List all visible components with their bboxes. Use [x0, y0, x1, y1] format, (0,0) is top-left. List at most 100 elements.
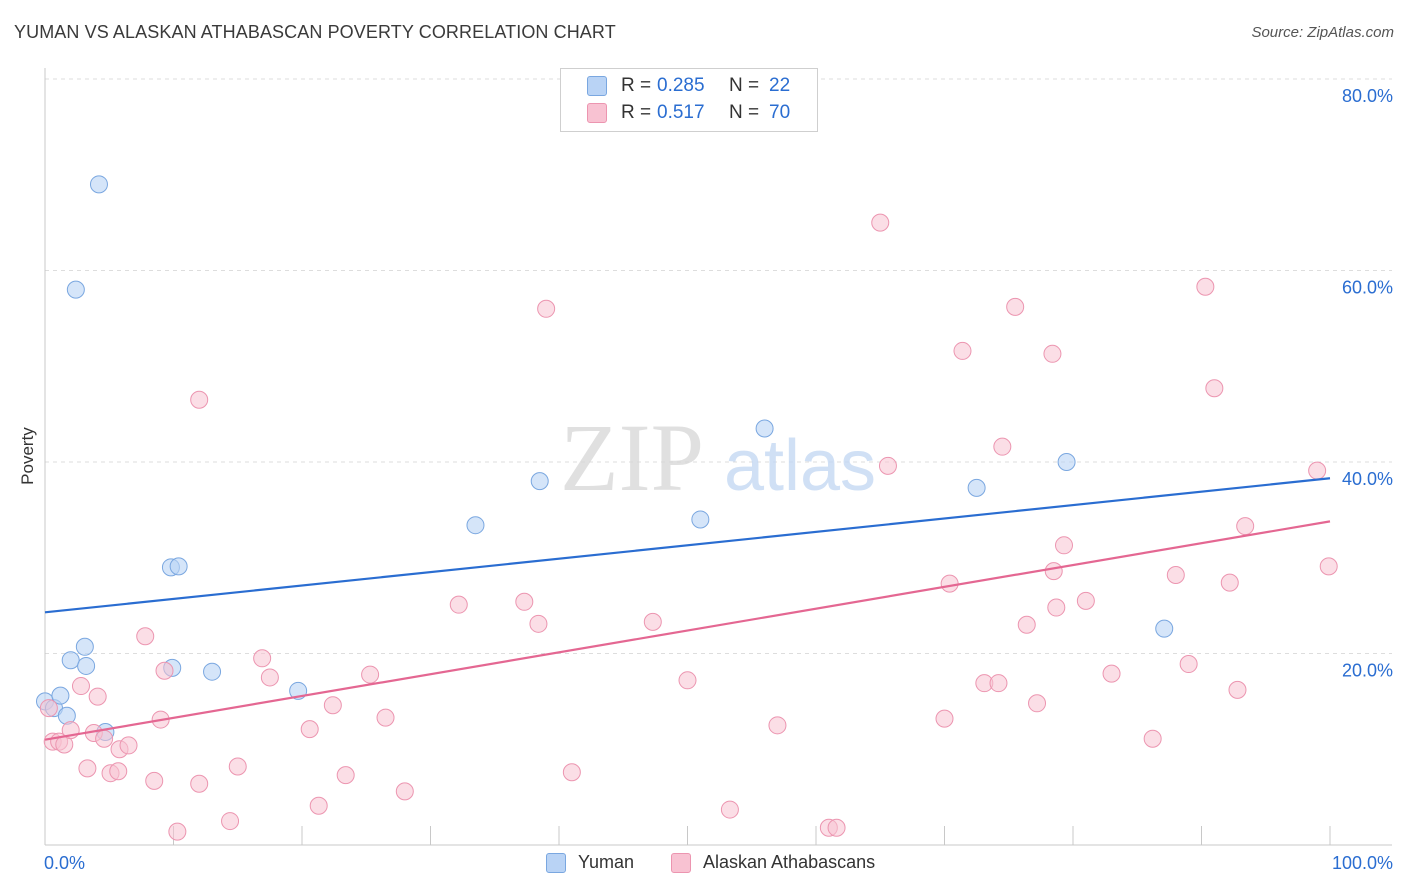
legend-n-label: N =: [729, 75, 760, 96]
point-alaskan: [871, 213, 890, 232]
point-yuman: [691, 510, 710, 529]
point-alaskan: [395, 782, 414, 801]
point-alaskan: [309, 796, 328, 815]
point-alaskan: [1166, 565, 1185, 584]
point-alaskan: [1179, 655, 1198, 674]
point-alaskan: [221, 812, 240, 831]
legend-n-value: 70: [769, 102, 791, 123]
point-alaskan: [190, 390, 209, 409]
point-alaskan: [155, 661, 174, 680]
trend-lines: [44, 477, 1331, 741]
point-alaskan: [529, 614, 548, 633]
point-alaskan: [643, 612, 662, 631]
point-alaskan: [88, 687, 107, 706]
watermark-zip: ZIP: [560, 404, 704, 511]
point-alaskan: [95, 729, 114, 748]
trend-line-alaskan: [44, 520, 1331, 741]
grid-lines: [45, 78, 1392, 654]
point-alaskan: [1076, 591, 1095, 610]
point-alaskan: [935, 709, 954, 728]
y-tick-label: 40.0%: [1342, 469, 1393, 489]
legend-n-value: 22: [769, 75, 791, 96]
point-alaskan: [562, 763, 581, 782]
chart-title: YUMAN VS ALASKAN ATHABASCAN POVERTY CORR…: [14, 22, 616, 42]
point-alaskan: [39, 699, 58, 718]
x-tick-label-right: 100.0%: [1332, 853, 1393, 873]
watermark-atlas: atlas: [724, 426, 876, 506]
point-alaskan: [1044, 562, 1063, 581]
point-alaskan: [449, 595, 468, 614]
bottom-legend-swatch-alaskan: [671, 852, 691, 873]
bottom-legend: Yuman Alaskan Athabascans: [0, 852, 1406, 876]
point-alaskan: [336, 766, 355, 785]
point-yuman: [61, 651, 80, 670]
point-yuman: [1155, 619, 1174, 638]
point-yuman: [755, 419, 774, 438]
point-alaskan: [376, 708, 395, 727]
legend-swatch-yuman: [587, 76, 607, 96]
point-yuman: [77, 656, 96, 675]
series-alaskan: [39, 213, 1338, 841]
point-yuman: [967, 478, 986, 497]
point-alaskan: [1236, 517, 1255, 536]
point-alaskan: [827, 818, 846, 837]
point-alaskan: [253, 649, 272, 668]
point-yuman: [203, 662, 222, 681]
source-label: Source: ZipAtlas.com: [1251, 24, 1394, 41]
point-alaskan: [260, 668, 279, 687]
point-yuman: [466, 516, 485, 535]
point-alaskan: [109, 762, 128, 781]
point-alaskan: [1102, 664, 1121, 683]
axes: [44, 68, 1392, 846]
point-alaskan: [515, 592, 534, 611]
point-alaskan: [940, 574, 959, 593]
point-alaskan: [720, 800, 739, 819]
point-yuman: [169, 557, 188, 576]
legend-r-label: R =: [621, 75, 652, 96]
legend-row-yuman: R = 0.285 N = 22: [587, 74, 790, 98]
point-alaskan: [953, 341, 972, 360]
point-alaskan: [300, 720, 319, 739]
point-alaskan: [136, 627, 155, 646]
tick-labels: 20.0% 40.0% 60.0% 80.0% 0.0% 100.0%: [44, 86, 1393, 873]
point-alaskan: [1006, 297, 1025, 316]
point-yuman: [66, 280, 85, 299]
legend-n-label: N =: [729, 102, 760, 123]
legend-row-alaskan: R = 0.517 N = 70: [587, 101, 790, 125]
legend-swatch-alaskan: [587, 103, 607, 123]
point-alaskan: [1143, 729, 1162, 748]
bottom-legend-label-yuman: Yuman: [578, 852, 635, 872]
point-alaskan: [1196, 277, 1215, 296]
trend-line-yuman: [44, 477, 1331, 614]
point-alaskan: [678, 671, 697, 690]
point-alaskan: [168, 822, 187, 841]
point-alaskan: [145, 771, 164, 790]
point-alaskan: [1017, 615, 1036, 634]
point-yuman: [51, 686, 70, 705]
point-alaskan: [323, 696, 342, 715]
point-alaskan: [119, 736, 138, 755]
point-alaskan: [361, 665, 380, 684]
point-alaskan: [1220, 573, 1239, 592]
point-alaskan: [993, 437, 1012, 456]
y-tick-label: 60.0%: [1342, 278, 1393, 298]
point-alaskan: [1047, 598, 1066, 617]
x-tick-label-left: 0.0%: [44, 853, 85, 873]
legend: R = 0.285 N = 22 R = 0.517 N = 70: [560, 68, 818, 132]
point-alaskan: [1205, 379, 1224, 398]
y-tick-label: 20.0%: [1342, 661, 1393, 681]
point-yuman: [75, 637, 94, 656]
legend-r-value: 0.285: [657, 75, 705, 96]
point-alaskan: [78, 759, 97, 778]
bottom-legend-yuman: Yuman: [546, 852, 634, 873]
point-alaskan: [537, 299, 556, 318]
point-alaskan: [1228, 680, 1247, 699]
bottom-legend-alaskan: Alaskan Athabascans: [671, 852, 875, 873]
point-alaskan: [1043, 344, 1062, 363]
point-yuman: [89, 175, 108, 194]
point-alaskan: [1055, 536, 1074, 555]
legend-r-label: R =: [621, 102, 652, 123]
point-yuman: [1057, 453, 1076, 471]
point-yuman: [530, 472, 549, 491]
